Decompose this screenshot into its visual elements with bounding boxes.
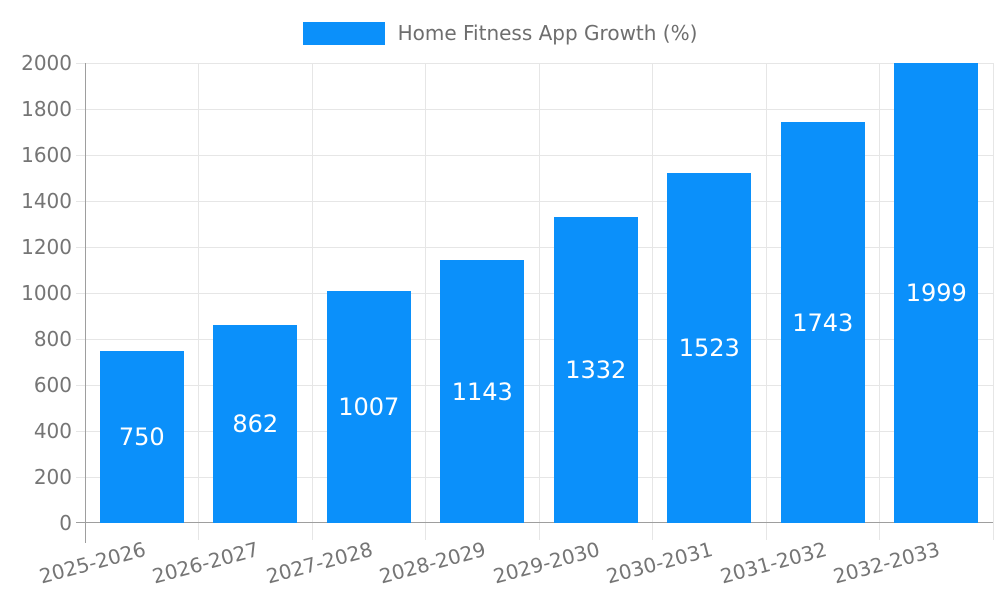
y-axis-line: [85, 63, 86, 543]
y-axis-tick-label: 0: [59, 511, 72, 535]
y-axis-tick-label: 1600: [21, 143, 72, 167]
bar-value-label: 1332: [565, 355, 627, 384]
bar[interactable]: 750: [99, 350, 184, 523]
bar-value-label: 1143: [451, 377, 513, 406]
y-axis-tick-label: 800: [33, 327, 72, 351]
y-axis-tick-label: 2000: [21, 51, 72, 75]
gridline-vertical: [765, 63, 767, 540]
gridline-vertical: [538, 63, 540, 540]
bar[interactable]: 1999: [894, 63, 979, 523]
bar[interactable]: 1143: [440, 260, 525, 523]
gridline-horizontal: [76, 292, 993, 294]
gridline-vertical: [198, 63, 199, 540]
gridline-horizontal: [76, 476, 993, 478]
gridline-horizontal: [76, 62, 993, 64]
bar[interactable]: 1523: [667, 172, 752, 523]
bar-value-label: 750: [118, 422, 165, 451]
gridline-vertical: [652, 63, 653, 540]
plot-area: 750 862 1007 1143 1332 1523 1743 1999: [76, 62, 994, 543]
gridline-vertical: [992, 63, 994, 540]
y-axis-tick-label: 200: [33, 465, 72, 489]
y-axis-tick-label: 1800: [21, 97, 72, 121]
bar-value-label: 1007: [338, 393, 400, 422]
gridline-horizontal: [76, 430, 993, 432]
y-axis-tick-label: 1200: [21, 235, 72, 259]
gridline-vertical: [425, 63, 426, 540]
legend-swatch: [302, 21, 385, 45]
gridline-horizontal: [76, 200, 993, 202]
bar[interactable]: 1743: [780, 122, 865, 523]
gridline-horizontal: [76, 338, 993, 340]
y-axis-tick-label: 1000: [21, 281, 72, 305]
legend-label: Home Fitness App Growth (%): [397, 21, 698, 45]
bar[interactable]: 1007: [326, 291, 411, 523]
gridline-vertical: [879, 63, 880, 540]
bar-value-label: 1523: [678, 333, 740, 362]
gridline-vertical: [311, 63, 313, 540]
y-axis-tick-label: 400: [33, 419, 72, 443]
y-axis-tick-label: 600: [33, 373, 72, 397]
bar-value-label: 1999: [905, 279, 967, 308]
legend-item[interactable]: Home Fitness App Growth (%): [0, 21, 1000, 45]
gridline-horizontal: [76, 108, 993, 110]
x-axis-baseline: [76, 522, 993, 523]
bar[interactable]: 1332: [553, 216, 638, 523]
gridline-horizontal: [76, 154, 993, 156]
bar[interactable]: 862: [213, 324, 298, 523]
y-axis-tick-label: 1400: [21, 189, 72, 213]
bar-value-label: 862: [232, 409, 279, 438]
gridline-horizontal: [76, 246, 993, 248]
bar-value-label: 1743: [792, 308, 854, 337]
gridline-horizontal: [76, 384, 993, 386]
